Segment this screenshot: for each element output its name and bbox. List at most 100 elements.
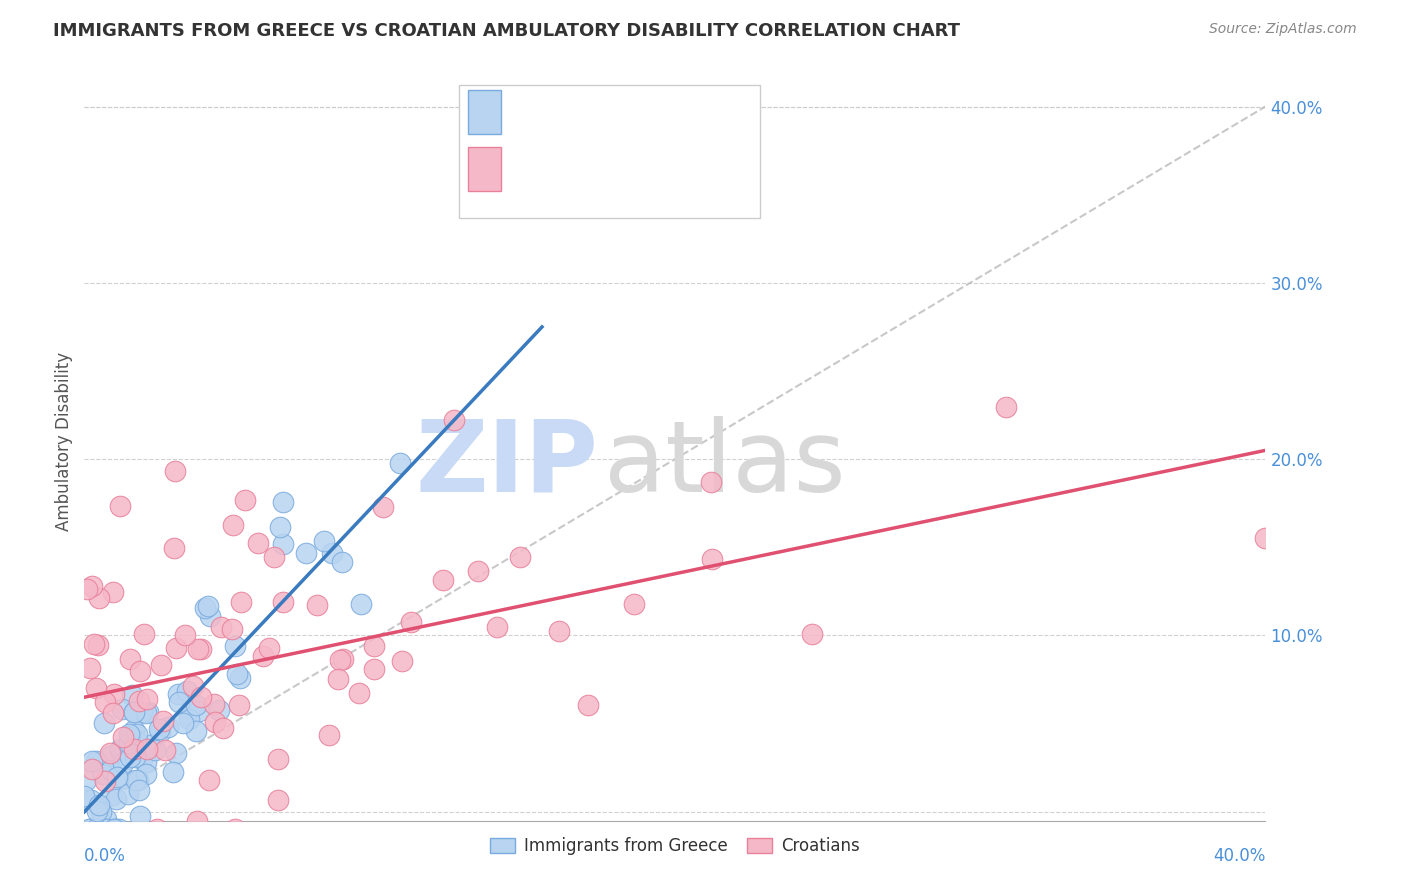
- Point: [273, 595, 295, 609]
- Text: ZIP: ZIP: [415, 416, 598, 513]
- Text: 78: 78: [690, 160, 716, 178]
- Point: [101, 789, 124, 803]
- Point: [75, 772, 97, 787]
- FancyBboxPatch shape: [468, 90, 502, 134]
- Text: 0.0%: 0.0%: [84, 847, 127, 865]
- Point: [221, 518, 243, 533]
- Point: [233, 492, 256, 507]
- Point: [112, 772, 135, 786]
- Point: [77, 822, 100, 837]
- Point: [127, 727, 149, 741]
- Point: [128, 694, 150, 708]
- Point: [252, 648, 274, 663]
- Point: [995, 400, 1018, 414]
- Point: [165, 464, 187, 478]
- Point: [103, 687, 125, 701]
- Point: [122, 723, 145, 737]
- Text: 40.0%: 40.0%: [1213, 847, 1265, 865]
- Point: [399, 615, 422, 629]
- Point: [486, 620, 509, 634]
- Text: R =: R =: [516, 160, 554, 178]
- Point: [271, 537, 294, 551]
- Point: [263, 550, 285, 565]
- Point: [314, 534, 336, 549]
- Point: [294, 546, 316, 560]
- Point: [221, 622, 243, 636]
- Point: [432, 573, 454, 587]
- Point: [122, 705, 145, 719]
- Point: [111, 742, 134, 756]
- Point: [84, 822, 107, 837]
- Point: [172, 716, 194, 731]
- Point: [79, 822, 101, 837]
- Point: [73, 789, 96, 803]
- Point: [180, 701, 202, 715]
- Point: [162, 765, 184, 780]
- Point: [212, 721, 235, 735]
- Point: [165, 640, 187, 655]
- Point: [127, 773, 149, 788]
- Point: [124, 750, 146, 764]
- Point: [120, 652, 142, 666]
- Point: [181, 679, 204, 693]
- Point: [269, 520, 291, 534]
- Text: Source: ZipAtlas.com: Source: ZipAtlas.com: [1209, 22, 1357, 37]
- Point: [118, 736, 141, 750]
- Point: [190, 690, 212, 704]
- Point: [329, 652, 352, 666]
- Point: [363, 663, 385, 677]
- Point: [87, 591, 110, 606]
- Point: [209, 619, 232, 633]
- Point: [90, 805, 112, 819]
- Point: [257, 640, 280, 655]
- Point: [179, 713, 201, 727]
- Point: [198, 608, 221, 623]
- Text: 84: 84: [690, 103, 716, 120]
- Point: [110, 741, 132, 756]
- Point: [467, 564, 489, 578]
- Point: [121, 688, 143, 702]
- Point: [318, 728, 340, 742]
- Point: [187, 642, 209, 657]
- Point: [143, 743, 166, 757]
- Point: [111, 730, 134, 744]
- Point: [202, 698, 225, 712]
- Point: [80, 793, 103, 807]
- Point: [125, 733, 148, 747]
- Point: [129, 664, 152, 678]
- Point: [122, 742, 145, 756]
- Point: [194, 600, 217, 615]
- Point: [84, 754, 107, 768]
- Point: [117, 787, 139, 801]
- Point: [176, 684, 198, 698]
- Point: [801, 627, 824, 641]
- FancyBboxPatch shape: [458, 85, 759, 218]
- Point: [128, 782, 150, 797]
- Point: [139, 738, 162, 752]
- Text: N =: N =: [640, 103, 679, 120]
- Point: [700, 475, 723, 490]
- Point: [86, 681, 108, 695]
- Point: [350, 597, 373, 611]
- Point: [371, 500, 394, 514]
- Point: [104, 822, 127, 837]
- Point: [228, 698, 250, 712]
- Point: [330, 555, 353, 569]
- Point: [1254, 531, 1277, 545]
- Point: [82, 579, 104, 593]
- Point: [162, 541, 184, 555]
- Point: [132, 627, 155, 641]
- Point: [94, 773, 117, 788]
- Point: [98, 746, 121, 760]
- Point: [700, 552, 723, 566]
- Point: [145, 822, 167, 837]
- Point: [83, 637, 105, 651]
- Point: [224, 639, 246, 653]
- Point: [100, 764, 122, 778]
- Point: [89, 797, 111, 812]
- Point: [93, 716, 115, 731]
- Point: [271, 495, 294, 509]
- Point: [363, 639, 385, 653]
- Point: [332, 652, 354, 666]
- Point: [129, 809, 152, 823]
